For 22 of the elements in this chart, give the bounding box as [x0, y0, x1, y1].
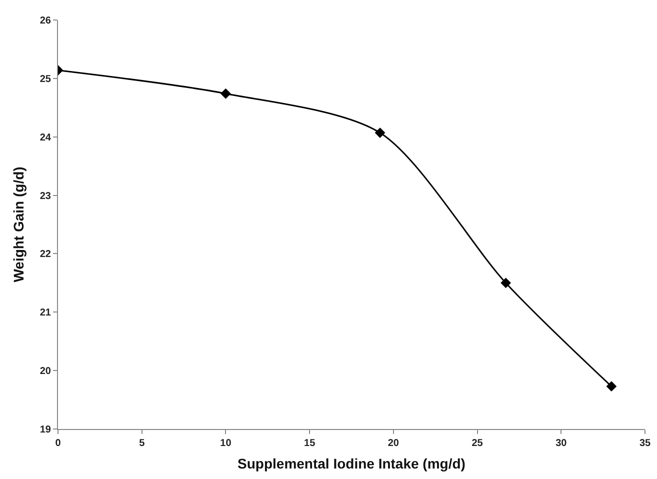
x-tick-label: 0	[55, 438, 62, 449]
y-tick-label: 23	[40, 190, 52, 202]
point	[500, 278, 511, 288]
y-tick-label: 19	[40, 424, 52, 436]
y-tick-label: 24	[40, 132, 52, 144]
y-tick-label: 21	[40, 308, 52, 319]
x-tick-label: 5	[139, 438, 146, 449]
y-axis-title: Weight Gain (g/d)	[10, 166, 26, 282]
x-axis-title: Supplemental Iodine Intake (mg/d)	[238, 455, 466, 472]
y-tick-label: 22	[40, 249, 52, 260]
x-tick-label: 25	[472, 438, 484, 449]
point	[220, 88, 231, 99]
x-tick-label: 35	[639, 438, 651, 449]
y-tick-label: 20	[40, 366, 52, 378]
point	[606, 381, 617, 392]
y-tick-label: 25	[40, 74, 52, 85]
point	[374, 128, 386, 138]
x-tick-label: 10	[220, 438, 232, 449]
x-tick-label: 30	[556, 438, 568, 449]
y-tick-label: 26	[40, 16, 52, 26]
x-tick-label: 20	[388, 438, 400, 449]
x-tick-label: 15	[304, 438, 316, 449]
